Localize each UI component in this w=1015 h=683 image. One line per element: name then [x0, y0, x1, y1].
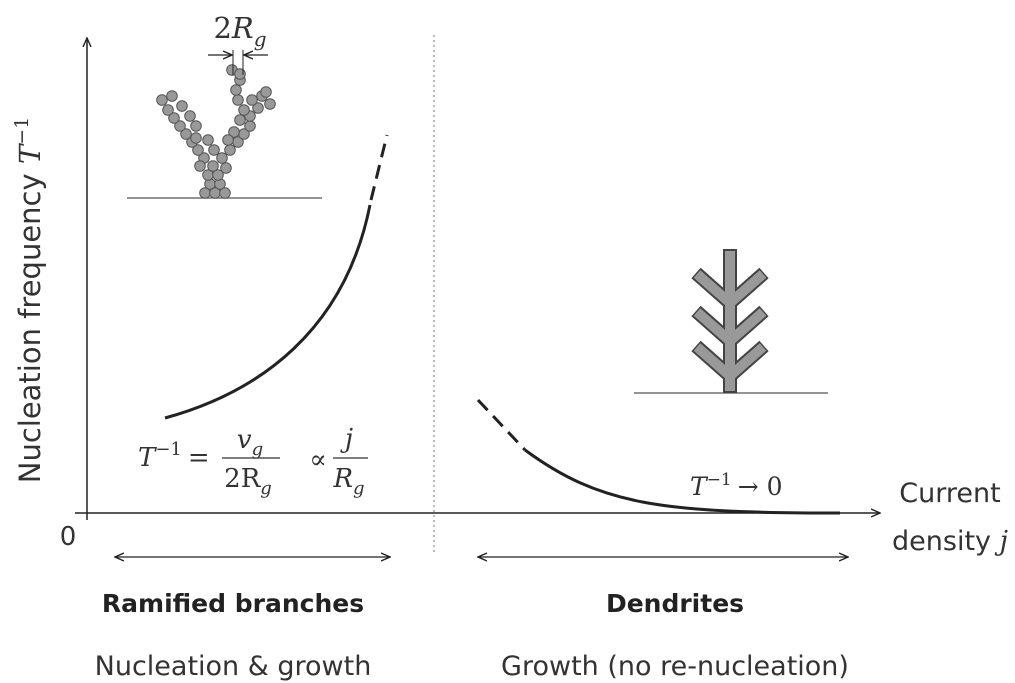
curve — [165, 205, 370, 418]
svg-text:j: j — [340, 424, 353, 454]
particle — [221, 163, 232, 174]
particle — [177, 101, 188, 112]
curve — [525, 450, 840, 513]
x-axis-label: density j — [892, 526, 1008, 557]
particle — [208, 161, 219, 172]
particle — [167, 91, 178, 102]
region-name: Ramified branches — [102, 589, 364, 618]
curve-dashed — [371, 135, 387, 200]
particle — [247, 95, 258, 106]
particle — [245, 121, 256, 132]
diagram: Nucleation frequency T−1 0 Current densi… — [0, 0, 1015, 683]
region-name: Dendrites — [606, 589, 744, 618]
svg-text:Rg: Rg — [332, 464, 364, 499]
particle — [231, 85, 242, 96]
origin-label: 0 — [60, 522, 77, 552]
particle — [235, 115, 246, 126]
region-mode: Nucleation & growth — [95, 651, 372, 682]
particle — [209, 145, 220, 156]
particle — [191, 121, 202, 132]
particle — [157, 95, 168, 106]
particle — [185, 111, 196, 122]
ramified-cluster — [157, 65, 276, 199]
particle — [235, 69, 246, 80]
particle — [239, 105, 250, 116]
particle — [195, 161, 206, 172]
region-mode: Growth (no re-nucleation) — [501, 651, 849, 682]
particle — [163, 105, 174, 116]
grain-diameter: 2Rg — [213, 11, 266, 51]
particle — [203, 135, 214, 146]
particle — [223, 135, 234, 146]
particle — [261, 87, 272, 98]
y-axis-label: Nucleation frequency T−1 — [11, 117, 47, 484]
particle — [191, 133, 202, 144]
particle — [217, 153, 228, 164]
x-axis-label: Current — [899, 478, 1000, 509]
dendrite — [696, 249, 764, 393]
particle — [265, 99, 276, 110]
svg-text:∝: ∝ — [309, 445, 327, 475]
svg-text:T−1=: T−1= — [138, 439, 210, 473]
svg-text:vg: vg — [237, 425, 263, 460]
particle — [233, 95, 244, 106]
particle — [225, 145, 236, 156]
rate-formula: T−1= vg 2Rg ∝ j Rg — [138, 424, 368, 499]
limit-formula: T−1→ 0 — [690, 470, 783, 501]
curve-dashed — [478, 400, 525, 450]
svg-text:2Rg: 2Rg — [224, 464, 272, 499]
